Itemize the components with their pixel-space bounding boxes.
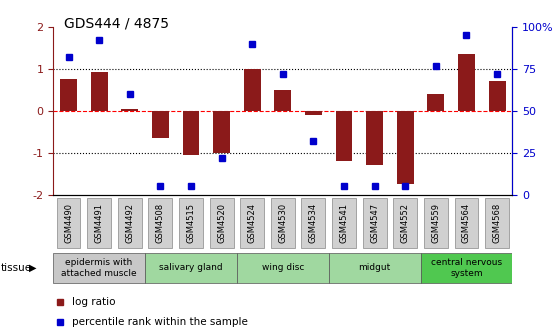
Text: GSM4508: GSM4508	[156, 203, 165, 243]
Bar	[489, 82, 506, 111]
Text: GSM4530: GSM4530	[278, 203, 287, 243]
Text: GSM4520: GSM4520	[217, 203, 226, 243]
FancyBboxPatch shape	[57, 198, 81, 248]
FancyBboxPatch shape	[148, 198, 172, 248]
FancyBboxPatch shape	[329, 253, 421, 283]
Text: wing disc: wing disc	[262, 263, 304, 272]
Text: GSM4492: GSM4492	[125, 203, 134, 243]
Text: GSM4515: GSM4515	[186, 203, 195, 243]
Text: midgut: midgut	[358, 263, 391, 272]
FancyBboxPatch shape	[485, 198, 509, 248]
FancyBboxPatch shape	[363, 198, 386, 248]
FancyBboxPatch shape	[118, 198, 142, 248]
Bar	[305, 111, 322, 115]
Text: ▶: ▶	[29, 263, 36, 273]
FancyBboxPatch shape	[271, 198, 295, 248]
Text: GSM4552: GSM4552	[401, 203, 410, 243]
Text: GDS444 / 4875: GDS444 / 4875	[64, 17, 169, 31]
FancyBboxPatch shape	[332, 198, 356, 248]
Text: GSM4564: GSM4564	[462, 203, 471, 243]
FancyBboxPatch shape	[393, 198, 417, 248]
Bar	[122, 109, 138, 111]
Text: GSM4547: GSM4547	[370, 203, 379, 243]
Bar	[458, 54, 475, 111]
FancyBboxPatch shape	[301, 198, 325, 248]
Text: central nervous
system: central nervous system	[431, 258, 502, 278]
Bar	[183, 111, 199, 155]
Bar	[335, 111, 352, 161]
Text: GSM4490: GSM4490	[64, 203, 73, 243]
FancyBboxPatch shape	[240, 198, 264, 248]
Text: GSM4541: GSM4541	[339, 203, 348, 243]
FancyBboxPatch shape	[145, 253, 237, 283]
FancyBboxPatch shape	[87, 198, 111, 248]
Text: tissue: tissue	[1, 263, 32, 273]
Bar	[274, 90, 291, 111]
Bar	[91, 72, 108, 111]
Bar	[152, 111, 169, 138]
Bar	[60, 79, 77, 111]
Text: GSM4534: GSM4534	[309, 203, 318, 243]
Bar	[366, 111, 383, 166]
Text: salivary gland: salivary gland	[159, 263, 223, 272]
FancyBboxPatch shape	[237, 253, 329, 283]
FancyBboxPatch shape	[421, 253, 512, 283]
FancyBboxPatch shape	[424, 198, 448, 248]
Text: GSM4559: GSM4559	[431, 203, 440, 243]
Text: log ratio: log ratio	[72, 297, 115, 307]
Bar	[244, 69, 260, 111]
Bar	[397, 111, 414, 184]
FancyBboxPatch shape	[179, 198, 203, 248]
Text: percentile rank within the sample: percentile rank within the sample	[72, 317, 248, 327]
FancyBboxPatch shape	[53, 253, 145, 283]
Bar	[427, 94, 444, 111]
FancyBboxPatch shape	[209, 198, 234, 248]
FancyBboxPatch shape	[455, 198, 478, 248]
Text: GSM4491: GSM4491	[95, 203, 104, 243]
Text: epidermis with
attached muscle: epidermis with attached muscle	[61, 258, 137, 278]
Text: GSM4524: GSM4524	[248, 203, 256, 243]
Text: GSM4568: GSM4568	[493, 203, 502, 243]
Bar	[213, 111, 230, 153]
